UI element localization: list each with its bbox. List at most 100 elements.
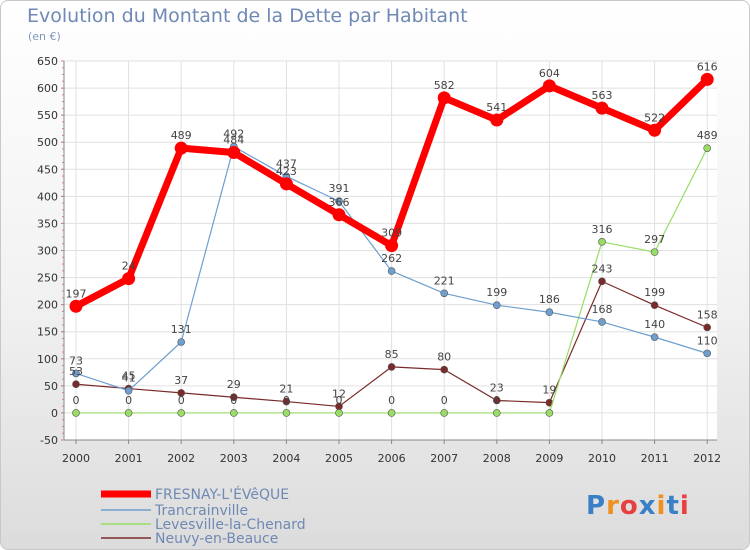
data-label: 563 (592, 89, 613, 102)
series-point-3 (282, 397, 291, 406)
data-label: 366 (329, 196, 350, 209)
data-label: 489 (171, 129, 192, 142)
x-tick-label: 2002 (167, 452, 195, 465)
series-point-1 (492, 301, 501, 309)
data-label: 19 (542, 384, 556, 397)
data-label: 23 (490, 381, 504, 394)
data-label: 492 (223, 128, 244, 141)
x-tick-label: 2007 (430, 452, 458, 465)
series-point-0 (595, 101, 609, 115)
series-point-2 (703, 144, 712, 152)
series-point-2 (598, 238, 606, 246)
data-label: 199 (486, 286, 507, 299)
y-tick-label: 300 (37, 245, 58, 258)
data-label: 41 (122, 372, 136, 385)
x-tick-label: 2001 (115, 452, 143, 465)
logo-letter: r (606, 491, 620, 521)
series-point-2 (440, 409, 449, 417)
x-tick-label: 2000 (62, 452, 90, 465)
x-tick-label: 2011 (641, 452, 669, 465)
y-tick-label: 200 (37, 299, 58, 312)
data-label: 484 (223, 134, 244, 147)
data-label: 0 (230, 394, 237, 407)
series-point-1 (703, 349, 712, 358)
y-tick-label: -50 (40, 434, 58, 447)
series-point-2 (177, 409, 185, 417)
data-label: 616 (697, 60, 718, 73)
series-point-0 (122, 272, 136, 286)
logo-letter: i (656, 491, 667, 521)
data-label: 158 (697, 308, 718, 321)
x-tick-label: 2008 (483, 452, 511, 465)
series-point-3 (492, 396, 501, 405)
series-point-3 (177, 389, 185, 397)
series-point-2 (545, 409, 554, 417)
data-label: 489 (697, 129, 718, 142)
x-tick-label: 2012 (693, 452, 721, 465)
data-label: 186 (539, 293, 560, 306)
series-point-1 (545, 308, 554, 317)
series-point-0 (385, 239, 399, 253)
data-label: 541 (486, 101, 507, 114)
series-point-1 (335, 197, 343, 206)
series-point-1 (387, 267, 396, 275)
series-point-2 (230, 409, 238, 417)
logo-letter: t (666, 491, 680, 521)
data-label: 131 (171, 323, 192, 336)
data-label: 0 (283, 394, 290, 407)
series-point-3 (598, 277, 606, 286)
chart-title: Evolution du Montant de la Dette par Hab… (27, 5, 468, 27)
series-point-2 (72, 409, 80, 417)
data-label: 199 (644, 286, 665, 299)
y-tick-label: 350 (37, 217, 58, 230)
series-point-0 (542, 79, 556, 93)
y-tick-label: 50 (44, 380, 58, 393)
legend-label: Trancrainville (154, 503, 248, 519)
data-label: 80 (437, 351, 451, 364)
logo-letter: P (586, 491, 607, 521)
x-tick-label: 2009 (535, 452, 563, 465)
data-label: 522 (644, 111, 665, 124)
data-label: 45 (122, 370, 136, 383)
series-point-1 (72, 369, 80, 378)
data-label: 604 (539, 67, 560, 80)
series-point-3 (440, 365, 449, 374)
y-tick-label: 0 (51, 407, 58, 420)
chart-subtitle: (en €) (28, 30, 61, 43)
series-point-0 (700, 72, 714, 86)
series-point-0 (437, 91, 451, 105)
data-label: 21 (279, 383, 293, 396)
data-label: 297 (644, 233, 665, 246)
data-label: 168 (592, 303, 613, 316)
data-label: 0 (441, 394, 448, 407)
x-tick-label: 2003 (220, 452, 248, 465)
series-point-0 (279, 177, 293, 191)
series-point-1 (650, 333, 659, 341)
data-label: 309 (381, 227, 402, 240)
y-tick-label: 450 (37, 163, 58, 176)
data-label: 582 (434, 79, 455, 92)
data-label: 73 (69, 354, 83, 367)
data-label: 0 (73, 394, 80, 407)
logo-letter: x (638, 491, 657, 521)
series-point-0 (174, 141, 188, 155)
data-label: 53 (69, 365, 83, 378)
y-tick-label: 250 (37, 272, 58, 285)
series-point-3 (230, 393, 238, 402)
data-label: 110 (697, 334, 718, 347)
series-point-2 (492, 409, 501, 417)
data-label: 316 (592, 223, 613, 236)
series-point-0 (648, 123, 662, 137)
y-tick-label: 500 (37, 136, 58, 149)
series-point-3 (387, 363, 396, 371)
y-tick-label: 150 (37, 326, 58, 339)
series-point-1 (440, 289, 449, 298)
x-tick-label: 2005 (325, 452, 353, 465)
series-point-0 (227, 146, 241, 160)
data-label: 85 (385, 348, 399, 361)
series-point-3 (703, 323, 712, 332)
data-label: 29 (227, 378, 241, 391)
data-label: 0 (388, 394, 395, 407)
series-point-2 (124, 409, 133, 417)
